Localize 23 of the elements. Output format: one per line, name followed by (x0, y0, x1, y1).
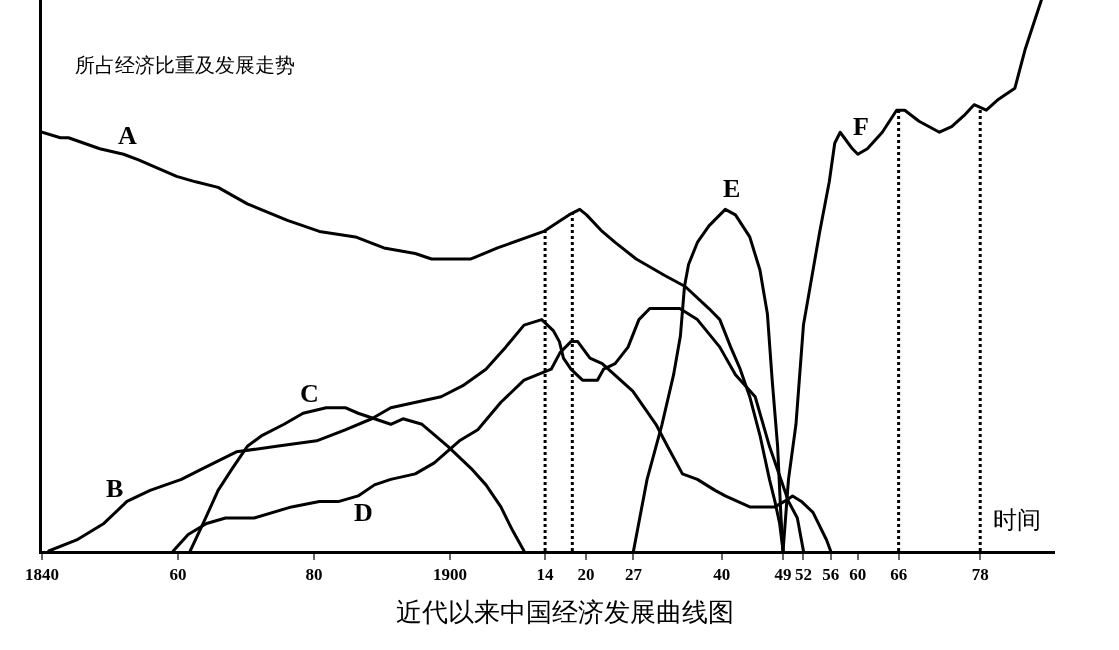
series-label: F (853, 112, 869, 141)
x-tick-label: 27 (624, 565, 643, 585)
x-tick-label: 60 (849, 565, 867, 585)
x-tick-label: 20 (577, 565, 595, 585)
x-tick-label: 14 (536, 565, 555, 585)
x-tick-label: 78 (971, 565, 989, 585)
y-axis-title: 所占经济比重及发展走势 (75, 54, 295, 76)
series-label: A (118, 121, 137, 150)
x-tick-label: 1840 (25, 565, 59, 585)
x-tick-label: 80 (305, 565, 323, 585)
x-tick-label: 60 (169, 565, 187, 585)
series-label: C (300, 379, 319, 408)
x-tick-label: 66 (890, 565, 908, 585)
x-tick-label: 52 (794, 565, 812, 585)
series-label: E (723, 174, 741, 203)
x-tick-label: 1900 (432, 565, 467, 585)
x-tick-label: 56 (822, 565, 840, 585)
x-axis-title: 时间 (993, 506, 1041, 533)
x-tick-label: 40 (713, 565, 731, 585)
text: 近代以来中国经济发展曲线图 (396, 598, 735, 628)
series-label: D (354, 498, 373, 527)
x-tick-label: 49 (774, 565, 792, 585)
series-label: B (106, 474, 124, 503)
